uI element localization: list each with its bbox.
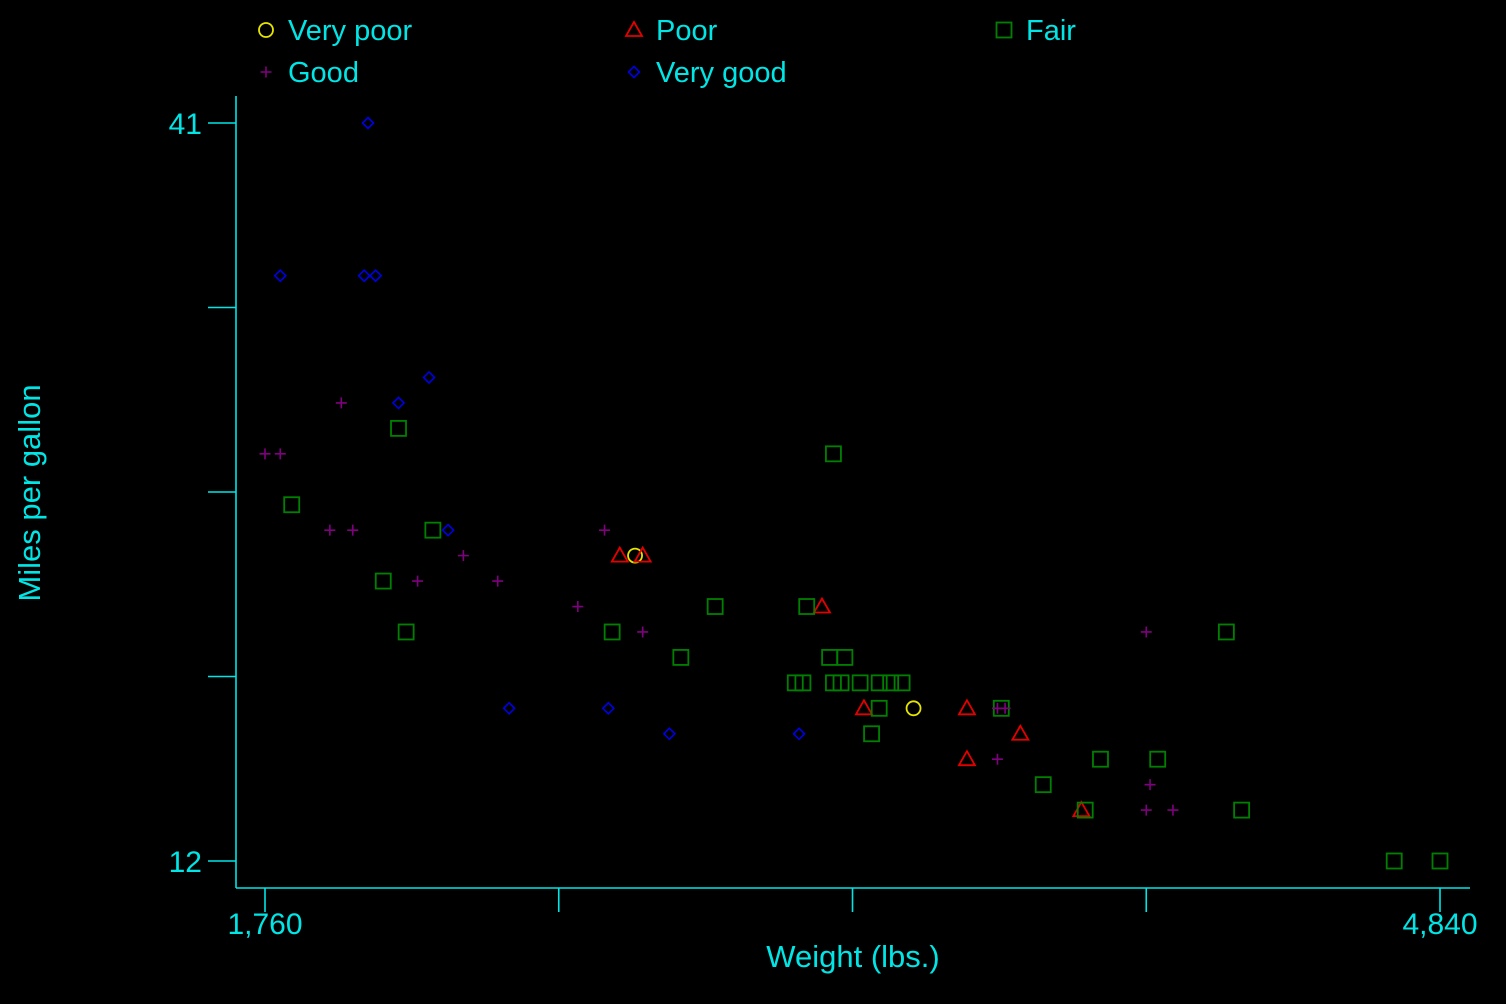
data-point: [893, 674, 911, 692]
data-point: [347, 524, 359, 536]
y-tick-label: 12: [169, 846, 202, 879]
data-point: [1140, 804, 1152, 816]
data-point: [882, 674, 900, 692]
data-point: [390, 419, 407, 437]
data-point: [812, 596, 832, 614]
series-very-good: [273, 116, 806, 741]
x-axis-ticks: 1,760 4,840: [227, 888, 1478, 941]
data-point: [854, 698, 874, 716]
data-point: [627, 547, 643, 564]
legend-item: Very poor: [258, 15, 412, 47]
legend-marker: [624, 20, 644, 37]
data-point: [662, 727, 677, 741]
data-point: [957, 698, 977, 716]
data-point: [397, 623, 415, 641]
data-point: [1217, 623, 1235, 641]
axes: 12 41 1,760 4,840: [169, 96, 1478, 941]
data-point: [991, 702, 1003, 714]
x-tick-label: 4,840: [1402, 908, 1477, 941]
data-point: [672, 649, 690, 666]
data-point: [361, 116, 375, 130]
data-point: [633, 545, 653, 563]
data-point: [1010, 723, 1030, 741]
data-point: [1233, 801, 1251, 819]
legend-marker: [258, 22, 274, 38]
data-point: [1149, 750, 1167, 768]
data-point: [1034, 776, 1052, 794]
data-point: [1140, 626, 1152, 638]
legend-label: Fair: [1026, 15, 1076, 47]
legend: Very poor Poor Fair Good Very good: [258, 15, 1076, 89]
data-point: [601, 701, 615, 715]
data-point: [637, 626, 649, 638]
y-tick-label: 41: [169, 108, 202, 141]
legend-item: Very good: [627, 57, 787, 89]
y-axis-ticks: 12 41: [169, 108, 236, 879]
data-point: [357, 269, 371, 283]
plot-area: [259, 116, 1449, 870]
data-point: [259, 448, 271, 460]
y-axis-label: Miles per gallon: [12, 384, 47, 601]
data-point: [412, 575, 424, 587]
data-point: [794, 674, 812, 692]
data-point: [599, 524, 611, 536]
data-point: [851, 674, 869, 692]
data-point: [836, 649, 854, 666]
legend-label: Poor: [656, 15, 718, 47]
data-point: [324, 524, 336, 536]
data-point: [283, 496, 301, 514]
legend-item: Poor: [624, 15, 718, 47]
series-very-poor: [627, 547, 922, 717]
data-point: [870, 699, 888, 717]
legend-marker: [260, 66, 272, 78]
legend-item: Fair: [995, 15, 1076, 47]
series-fair: [283, 419, 1449, 870]
legend-marker: [995, 21, 1013, 39]
data-point: [825, 445, 842, 463]
data-point: [441, 523, 455, 537]
data-point: [502, 701, 516, 715]
data-point: [832, 674, 850, 692]
data-point: [1092, 750, 1109, 768]
data-point: [792, 727, 806, 741]
data-point: [870, 674, 888, 692]
data-point: [273, 269, 287, 283]
legend-marker: [627, 65, 641, 79]
x-axis-label: Weight (lbs.): [766, 939, 939, 974]
data-point: [603, 623, 621, 641]
series-good: [259, 397, 1179, 816]
data-point: [610, 545, 630, 563]
data-point: [369, 269, 383, 283]
legend-label: Good: [288, 57, 359, 89]
data-point: [374, 572, 392, 590]
x-tick-label: 1,760: [227, 908, 302, 941]
data-point: [492, 575, 504, 587]
data-point: [863, 725, 880, 743]
legend-label: Very poor: [288, 15, 412, 47]
data-point: [1385, 852, 1403, 870]
data-point: [274, 448, 286, 460]
data-point: [572, 601, 584, 613]
data-point: [798, 598, 816, 615]
data-point: [391, 396, 406, 410]
data-point: [1144, 779, 1156, 791]
data-point: [706, 598, 724, 615]
data-point: [957, 749, 977, 767]
data-point: [905, 700, 922, 717]
data-point: [1167, 804, 1179, 816]
data-point: [424, 521, 442, 539]
data-point: [457, 550, 469, 562]
legend-label: Very good: [656, 57, 787, 89]
data-point: [335, 397, 347, 409]
data-point: [1431, 852, 1449, 870]
data-point: [991, 753, 1003, 765]
data-point: [1076, 801, 1094, 819]
legend-item: Good: [260, 57, 359, 89]
data-point: [422, 370, 436, 385]
